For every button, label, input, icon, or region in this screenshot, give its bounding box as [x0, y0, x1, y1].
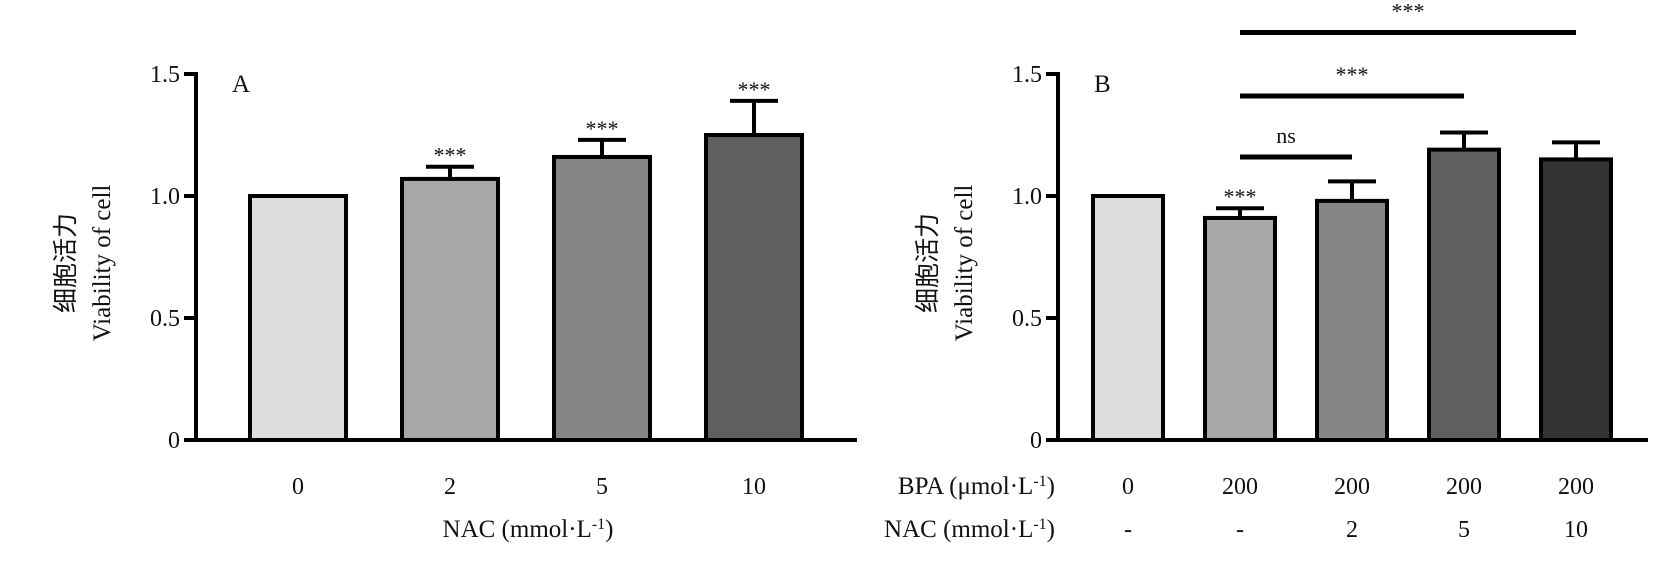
- bar: [1539, 157, 1613, 442]
- y-tick-label: 1.0: [150, 184, 180, 210]
- bar: [1091, 194, 1165, 442]
- x-tick-label: 0: [292, 474, 304, 500]
- x-tick-label-nac: 10: [1564, 517, 1588, 543]
- y-tick-label: 1.5: [150, 62, 180, 88]
- bar: [552, 154, 652, 443]
- y-tick-label: 0: [168, 428, 180, 454]
- y-axis-label: Viability of cell: [951, 185, 978, 342]
- bar: [1315, 198, 1389, 442]
- significance-label: ***: [1224, 184, 1257, 209]
- x-tick-label-nac: -: [1124, 517, 1132, 543]
- bar: [1427, 147, 1501, 442]
- bar: [400, 176, 500, 442]
- comparison-label: ***: [1336, 62, 1369, 87]
- y-axis-label-cn: 细胞活力: [914, 213, 942, 313]
- significance-label: ***: [586, 116, 619, 141]
- x-tick-label-bpa: 200: [1222, 474, 1258, 500]
- comparison-label: ***: [1392, 0, 1425, 24]
- significance-label: ***: [434, 143, 467, 168]
- bar: [1203, 215, 1277, 442]
- chart-panel-b: 0 0.5 1.0 1.5 细胞活力 Viability of cell B *** 0 - 200…: [884, 0, 1648, 543]
- x-row-label-bpa: BPA (μmol·L-1): [898, 473, 1055, 501]
- y-tick-label: 0.5: [150, 306, 180, 332]
- x-tick-label-bpa: 200: [1446, 474, 1482, 500]
- y-tick-label: 0: [1030, 428, 1042, 454]
- x-tick-label-bpa: 200: [1334, 474, 1370, 500]
- y-tick-label: 1.0: [1012, 184, 1042, 210]
- y-tick-label: 0.5: [1012, 306, 1042, 332]
- x-tick-label: 5: [596, 474, 608, 500]
- x-tick-label-bpa: 200: [1558, 474, 1594, 500]
- y-tick-label: 1.5: [1012, 62, 1042, 88]
- y-axis-label: Viability of cell: [89, 185, 116, 342]
- bar: [704, 133, 804, 442]
- x-tick-label-nac: -: [1236, 517, 1244, 543]
- x-tick-label: 2: [444, 474, 456, 500]
- x-tick-label: 10: [742, 474, 766, 500]
- x-row-label-nac: NAC (mmol·L-1): [884, 516, 1055, 544]
- chart-panel-a: 0 0.5 1.0 1.5 细胞活力 Viability of cell A *** *** **…: [52, 62, 857, 543]
- x-tick-label-nac: 2: [1346, 517, 1358, 543]
- x-tick-label-bpa: 0: [1122, 474, 1134, 500]
- comparison-label: ns: [1276, 123, 1296, 148]
- panel-label: A: [232, 71, 250, 98]
- x-tick-label-nac: 5: [1458, 517, 1470, 543]
- bar: [248, 194, 348, 442]
- y-axis-label-cn: 细胞活力: [52, 213, 80, 313]
- panel-label: B: [1094, 71, 1111, 98]
- x-axis-label: NAC (mmol·L-1): [443, 516, 614, 544]
- significance-label: ***: [738, 77, 771, 102]
